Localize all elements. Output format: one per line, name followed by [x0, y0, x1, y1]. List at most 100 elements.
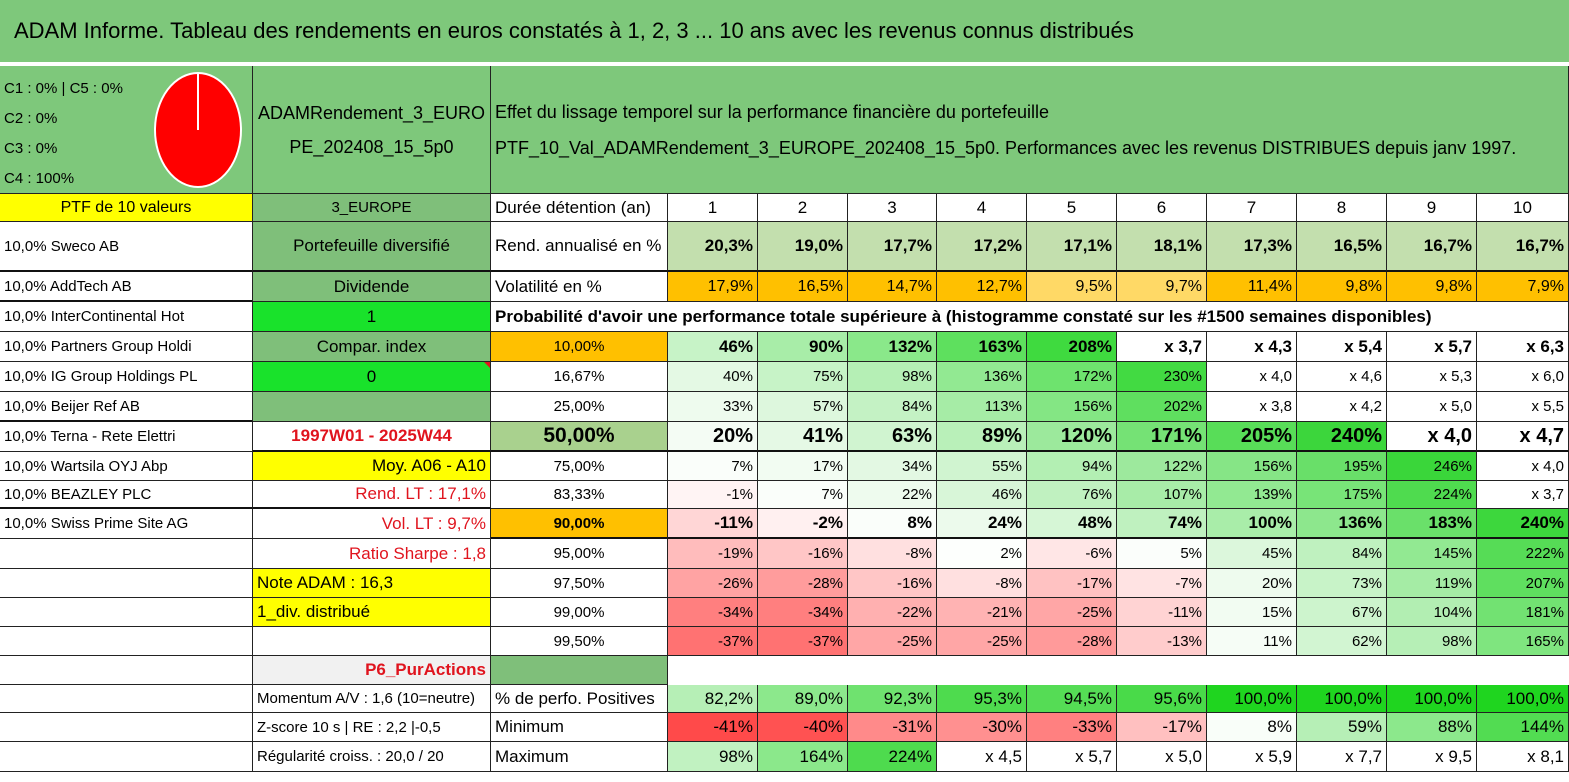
- quantile-value: -13%: [1117, 627, 1207, 656]
- portfolio-profile: P6_PurActions: [253, 656, 491, 685]
- quantile-value: -11%: [1117, 598, 1207, 627]
- quantile-value: -16%: [848, 569, 937, 598]
- quantile-value: -25%: [937, 627, 1027, 656]
- quantile-value: x 4,3: [1207, 332, 1297, 362]
- holding-swiss-prime-site-ag: 10,0% Swiss Prime Site AG: [0, 509, 253, 539]
- positive-performance-value: 100,0%: [1207, 685, 1297, 713]
- quantile-value: 222%: [1477, 539, 1569, 569]
- quantile-value: 100%: [1207, 509, 1297, 539]
- volatility-value: 12,7%: [937, 272, 1027, 302]
- average-years-label: Moy. A06 - A10: [253, 452, 491, 481]
- positive-performance-value: 100,0%: [1297, 685, 1387, 713]
- empty-cell: [0, 598, 253, 627]
- quantile-value: x 4,2: [1297, 392, 1387, 422]
- positive-performance-value: 95,6%: [1117, 685, 1207, 713]
- maximum-value: 224%: [848, 742, 937, 772]
- quantile-value: 171%: [1117, 422, 1207, 452]
- minimum-value: -40%: [758, 713, 848, 742]
- holding-ig-group-holdings-pl: 10,0% IG Group Holdings PL: [0, 362, 253, 392]
- year-header: 10: [1477, 194, 1569, 222]
- quantile-value: 55%: [937, 452, 1027, 481]
- portfolio-header: PTF de 10 valeurs: [0, 194, 253, 222]
- minimum-value: 88%: [1387, 713, 1477, 742]
- empty-cell: [0, 685, 253, 713]
- year-header: 6: [1117, 194, 1207, 222]
- fund-name-cell: ADAMRendement_3_EURO PE_202408_15_5p0: [253, 66, 491, 194]
- quantile-value: -37%: [668, 627, 758, 656]
- quantile-value: 195%: [1297, 452, 1387, 481]
- maximum-value: x 5,7: [1027, 742, 1117, 772]
- quantile-value: 94%: [1027, 452, 1117, 481]
- quantile-value: 40%: [668, 362, 758, 392]
- positive-performance-label: % de perfo. Positives: [491, 685, 668, 713]
- year-header: 4: [937, 194, 1027, 222]
- quantile-value: -25%: [848, 627, 937, 656]
- quantile-value: x 4,7: [1477, 422, 1569, 452]
- quantile-value: -7%: [1117, 569, 1207, 598]
- quantile-value: 20%: [1207, 569, 1297, 598]
- quantile-value: 132%: [848, 332, 937, 362]
- compare-index-label: Compar. index: [253, 332, 491, 362]
- maximum-value: x 8,1: [1477, 742, 1569, 772]
- quantile-value: 136%: [1297, 509, 1387, 539]
- minimum-value: -30%: [937, 713, 1027, 742]
- quantile-level: 25,00%: [491, 392, 668, 422]
- quantile-value: 11%: [1207, 627, 1297, 656]
- allocation-pie-chart: [154, 72, 242, 188]
- quantile-value: -34%: [668, 598, 758, 627]
- pie-legend-c1-c5: C1 : 0% | C5 : 0%: [4, 80, 123, 97]
- empty-cell: [0, 539, 253, 569]
- minimum-value: 144%: [1477, 713, 1569, 742]
- quantile-value: 98%: [848, 362, 937, 392]
- pie-legend-c2: C2 : 0%: [4, 110, 58, 127]
- minimum-value: 59%: [1297, 713, 1387, 742]
- quantile-value: -19%: [668, 539, 758, 569]
- quantile-value: 163%: [937, 332, 1027, 362]
- maximum-value: x 9,5: [1387, 742, 1477, 772]
- quantile-value: 183%: [1387, 509, 1477, 539]
- quantile-value: x 5,4: [1297, 332, 1387, 362]
- quantile-value: 8%: [848, 509, 937, 539]
- momentum-indicator: Momentum A/V : 1,6 (10=neutre): [253, 685, 491, 713]
- description-cell: Effet du lissage temporel sur la perform…: [491, 66, 1569, 194]
- portfolio-type: Portefeuille diversifié: [253, 222, 491, 272]
- quantile-value: x 3,7: [1117, 332, 1207, 362]
- year-header: 8: [1297, 194, 1387, 222]
- holding-terna-rete-elettri: 10,0% Terna - Rete Elettri: [0, 422, 253, 452]
- quantile-value: x 5,5: [1477, 392, 1569, 422]
- year-header: 7: [1207, 194, 1297, 222]
- quantile-value: 34%: [848, 452, 937, 481]
- quantile-value: 240%: [1297, 422, 1387, 452]
- quantile-value: 139%: [1207, 481, 1297, 509]
- minimum-value: -31%: [848, 713, 937, 742]
- probability-title: Probabilité d'avoir une performance tota…: [491, 302, 1569, 332]
- quantile-value: -22%: [848, 598, 937, 627]
- quantile-value: 15%: [1207, 598, 1297, 627]
- quantile-value: -11%: [668, 509, 758, 539]
- quantile-value: 7%: [758, 481, 848, 509]
- volatility-value: 9,7%: [1117, 272, 1207, 302]
- quantile-value: 208%: [1027, 332, 1117, 362]
- zone-label: 3_EUROPE: [253, 194, 491, 222]
- year-header: 5: [1027, 194, 1117, 222]
- quantile-value: 145%: [1387, 539, 1477, 569]
- quantile-value: x 6,0: [1477, 362, 1569, 392]
- annualized-return-value: 17,3%: [1207, 222, 1297, 272]
- positive-performance-value: 95,3%: [937, 685, 1027, 713]
- quantile-value: 205%: [1207, 422, 1297, 452]
- quantile-value: 75%: [758, 362, 848, 392]
- year-header: 9: [1387, 194, 1477, 222]
- empty-green-cell: [253, 392, 491, 422]
- minimum-value: -41%: [668, 713, 758, 742]
- period-label: 1997W01 - 2025W44: [253, 422, 491, 452]
- maximum-value: 164%: [758, 742, 848, 772]
- quantile-value: 156%: [1027, 392, 1117, 422]
- quantile-value: -1%: [668, 481, 758, 509]
- quantile-value: 202%: [1117, 392, 1207, 422]
- dividend-value: 1: [253, 302, 491, 332]
- description-line2: PTF_10_Val_ADAMRendement_3_EUROPE_202408…: [495, 137, 1517, 158]
- quantile-value: 20%: [668, 422, 758, 452]
- quantile-value: 84%: [1297, 539, 1387, 569]
- holding-beazley-plc: 10,0% BEAZLEY PLC: [0, 481, 253, 509]
